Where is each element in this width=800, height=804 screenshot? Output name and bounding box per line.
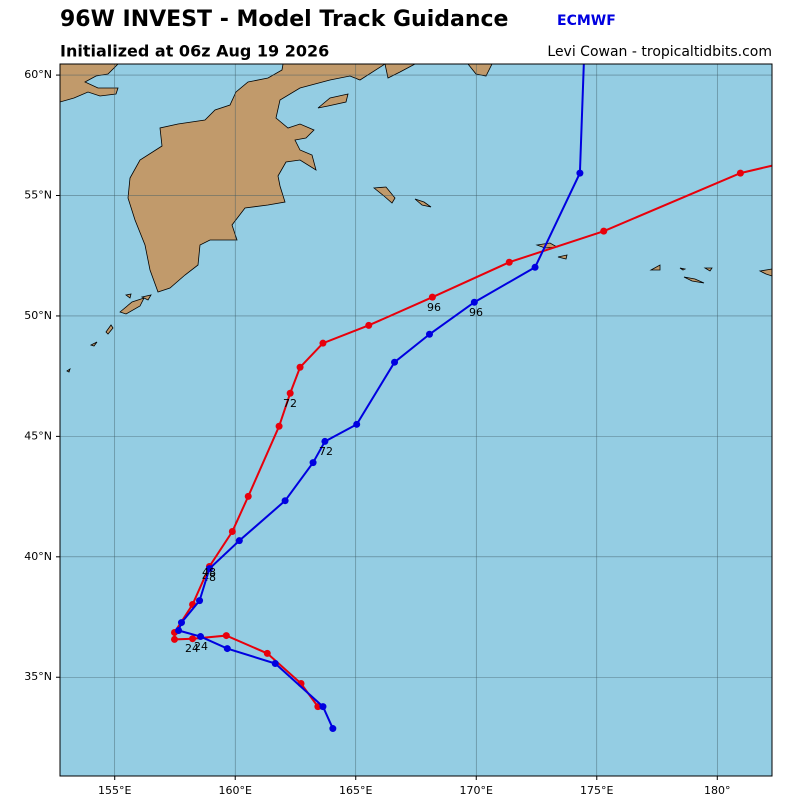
track-point xyxy=(177,619,185,627)
forecast-hour-label: 72 xyxy=(319,445,333,458)
track-point xyxy=(189,635,197,643)
track-point xyxy=(329,725,337,733)
track-point xyxy=(319,703,327,711)
track-point xyxy=(736,169,744,177)
track-point xyxy=(275,422,283,430)
track-point xyxy=(428,293,436,301)
x-tick-label: 160°E xyxy=(219,784,252,797)
track-point xyxy=(319,339,327,347)
track-point xyxy=(175,627,183,635)
y-tick-label: 45°N xyxy=(24,429,52,442)
y-tick-label: 60°N xyxy=(24,68,52,81)
subtitle: Initialized at 06z Aug 19 2026 xyxy=(60,42,329,61)
model-name: ECMWF xyxy=(557,13,616,29)
track-point xyxy=(271,660,279,668)
track-point xyxy=(470,298,478,306)
track-point xyxy=(235,537,243,545)
map-frame xyxy=(59,63,773,777)
track-point xyxy=(197,633,205,641)
y-tick-label: 55°N xyxy=(24,189,52,202)
track-point xyxy=(365,321,373,329)
forecast-hour-label: 24 xyxy=(194,640,208,653)
forecast-hour-label: 96 xyxy=(469,306,483,319)
track-point xyxy=(244,492,252,500)
track-point xyxy=(222,632,230,640)
track-point xyxy=(170,635,178,643)
track-point xyxy=(531,263,539,271)
track-point xyxy=(581,35,588,42)
graticule: 155°E 160°E 165°E 170°E 175°E 180° 35°N 40°N 45°… xyxy=(24,64,772,797)
forecast-hour-label: 48 xyxy=(202,566,216,579)
y-tick-label: 35°N xyxy=(24,670,52,683)
track-point xyxy=(286,389,294,397)
track-point xyxy=(600,227,608,235)
track-point xyxy=(321,437,329,445)
x-tick-label: 170°E xyxy=(460,784,493,797)
x-tick-label: 155°E xyxy=(98,784,131,797)
y-tick-label: 50°N xyxy=(24,309,52,322)
track-point xyxy=(505,258,513,266)
y-tick-label: 40°N xyxy=(24,550,52,563)
forecast-hour-label: 96 xyxy=(427,301,441,314)
track-point xyxy=(223,645,231,653)
track-point xyxy=(228,528,236,536)
track-point xyxy=(296,363,304,371)
x-tick-label: 180° xyxy=(704,784,731,797)
track-point xyxy=(196,597,204,605)
land xyxy=(60,64,772,373)
credit: Levi Cowan - tropicaltidbits.com xyxy=(547,44,772,60)
track-line xyxy=(177,64,585,729)
track-point xyxy=(263,649,271,657)
track-point xyxy=(576,169,584,177)
title: 96W INVEST - Model Track Guidance xyxy=(60,7,508,32)
track-point xyxy=(391,358,399,366)
track-point xyxy=(425,330,433,338)
x-tick-label: 165°E xyxy=(339,784,372,797)
track-point xyxy=(309,459,317,467)
track-point xyxy=(281,497,289,505)
forecast-hour-label: 24 xyxy=(185,642,199,655)
track-point xyxy=(205,565,213,573)
x-tick-label: 175°E xyxy=(580,784,613,797)
forecast-hour-label: 72 xyxy=(283,397,297,410)
track-point xyxy=(353,420,361,428)
